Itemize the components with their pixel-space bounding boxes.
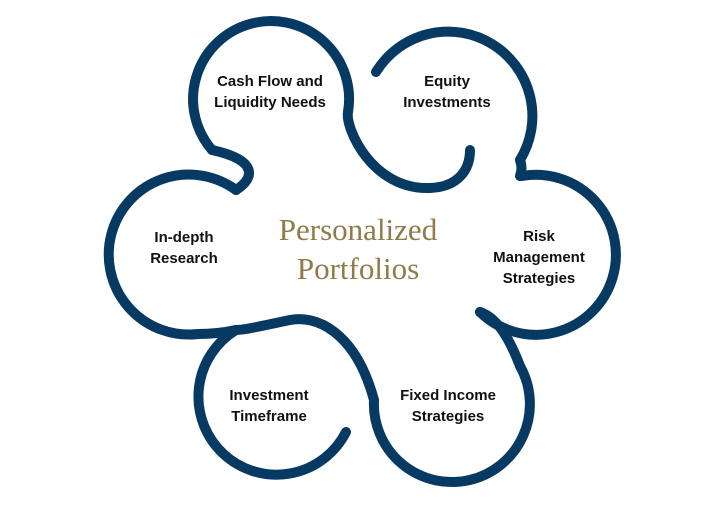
ring-label-timeframe-line-1: Investment [229,387,309,404]
ring-label-research-line-1: In-depth [154,229,214,246]
ring-label-fixed-income: Fixed Income Strategies [373,385,523,427]
ring-equity [371,26,538,165]
ring-fixed-income [368,361,535,487]
ring-label-cash-flow: Cash Flow and Liquidity Needs [195,71,345,113]
ring-risk [475,169,621,340]
ring-label-research-line-2: Research [150,250,218,267]
ring-timeframe [193,325,351,480]
ring-label-cash-flow-line-1: Cash Flow and [217,73,323,90]
ring-label-risk: Risk Management Strategies [464,226,614,289]
ring-cash-flow [188,16,355,155]
connector-research-cash [207,145,254,195]
ring-label-risk-line-1: Risk [523,228,555,245]
ring-label-research: In-depth Research [109,227,259,269]
ring-label-risk-line-3: Strategies [502,270,576,287]
connector-fixed-timeframe [231,314,379,405]
ring-label-timeframe: Investment Timeframe [194,385,344,427]
ring-label-equity-line-1: Equity [424,73,470,90]
ring-label-equity: Equity Investments [372,71,522,113]
connector-cash-equity [342,107,475,194]
center-title-line-2: Portfolios [296,251,420,286]
ring-label-equity-line-2: Investments [403,94,491,111]
connector-risk-fixed [475,307,525,371]
ring-label-cash-flow-line-2: Liquidity Needs [214,94,326,111]
ring-label-timeframe-line-2: Timeframe [231,408,307,425]
ring-label-risk-line-2: Management [493,249,585,266]
ring-label-fixed-income-line-2: Strategies [411,408,485,425]
center-title-line-1: Personalized [278,212,438,247]
connector-timeframe-research [193,325,241,339]
ring-research [103,169,241,340]
connector-equity-risk [515,155,527,181]
center-title: Personalized Portfolios [238,210,478,288]
ring-label-fixed-income-line-1: Fixed Income [400,387,496,404]
